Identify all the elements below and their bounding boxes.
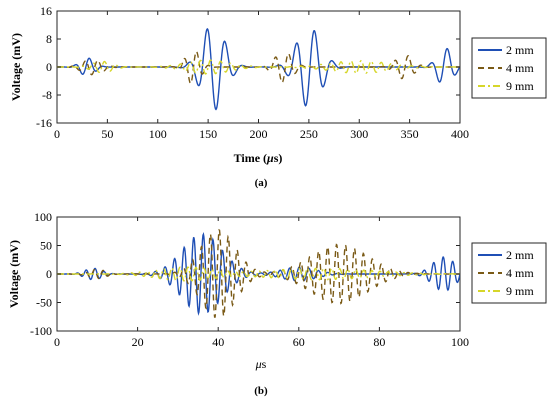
panel-b-legend-label-2mm: 2 mm	[506, 248, 534, 262]
panel-a-y-tick-label: 16	[40, 4, 52, 18]
panel-b-y-ticks: -100 -50 0 50 100	[30, 210, 460, 338]
panel-b-x-ticks: 0 20 40 60 80 100	[54, 217, 469, 349]
panel-b-y-axis-label: Voltage (mV)	[7, 240, 21, 308]
panel-a-legend-label-2mm: 2 mm	[506, 43, 534, 57]
panel-a-x-tick-label: 250	[300, 127, 318, 141]
panel-a-y-tick-label: 0	[46, 60, 52, 74]
panel-b-x-axis-label-mu: μ	[255, 357, 262, 371]
panel-a-y-tick-label: -8	[42, 88, 52, 102]
panel-a-x-tick-label: 0	[54, 127, 60, 141]
panel-b-legend-label-9mm: 9 mm	[506, 284, 534, 298]
panel-b-legend-box	[471, 242, 547, 304]
panel-b-series-9mm	[57, 266, 460, 282]
panel-b-x-axis-label-suffix: s	[262, 357, 267, 371]
panel-b-x-axis-label: μs	[255, 357, 267, 371]
panel-a-y-tick-label: 8	[46, 32, 52, 46]
panel-a-x-axis-label-prefix: Time (	[234, 151, 267, 165]
panel-b-series-group	[57, 228, 460, 318]
panel-b-series-4mm	[57, 228, 460, 318]
panel-a-series-group	[57, 28, 460, 111]
panel-b-y-tick-label: 0	[46, 267, 52, 281]
panel-b-x-tick-label: 20	[132, 335, 144, 349]
panel-a-legend: 2 mm 4 mm 9 mm	[471, 37, 547, 99]
panel-b-x-tick-label: 100	[451, 335, 469, 349]
panel-a-x-tick-label: 300	[350, 127, 368, 141]
panel-b-x-tick-label: 40	[212, 335, 224, 349]
panel-a-x-axis-label-mu: μ	[266, 151, 274, 165]
panel-a-x-tick-label: 400	[451, 127, 469, 141]
panel-a-y-ticks: -16 -8 0 8 16	[36, 4, 460, 130]
panel-a-x-axis-label: Time (μs)	[234, 151, 283, 165]
panel-b-caption: (b)	[254, 385, 268, 397]
panel-b-x-tick-label: 60	[293, 335, 305, 349]
panel-b-x-tick-label: 0	[54, 335, 60, 349]
panel-a-x-tick-label: 150	[199, 127, 217, 141]
panel-a-series-2mm	[57, 28, 460, 111]
panel-a-legend-box	[471, 37, 547, 99]
panel-a-x-tick-label: 50	[101, 127, 113, 141]
panel-b-y-tick-label: 50	[40, 239, 52, 253]
panel-a-y-axis-label: Voltage (mV)	[9, 33, 23, 101]
panel-b-x-tick-label: 80	[373, 335, 385, 349]
panel-b-y-tick-label: -100	[30, 324, 52, 338]
panel-b-legend: 2 mm 4 mm 9 mm	[471, 242, 547, 304]
panel-a-x-ticks: 0 50 100 150 200 250 300 350 400	[54, 11, 469, 141]
panel-a-caption: (a)	[255, 177, 268, 189]
panel-a-series-9mm	[57, 59, 460, 75]
panel-a-x-axis-label-suffix: s)	[274, 151, 283, 165]
panel-a-legend-label-4mm: 4 mm	[506, 61, 534, 75]
panel-b-y-tick-label: 100	[34, 210, 52, 224]
panel-a-x-tick-label: 100	[149, 127, 167, 141]
panel-b-y-tick-label: -50	[36, 296, 52, 310]
panel-b-legend-label-4mm: 4 mm	[506, 266, 534, 280]
panel-a-chart: -16 -8 0 8 16 0 50 100 150 200 250 300 350 400 Volta…	[9, 4, 547, 189]
panel-a-y-tick-label: -16	[36, 116, 52, 130]
panel-a-legend-label-9mm: 9 mm	[506, 79, 534, 93]
panel-a-x-tick-label: 200	[250, 127, 268, 141]
panel-a-x-tick-label: 350	[401, 127, 419, 141]
